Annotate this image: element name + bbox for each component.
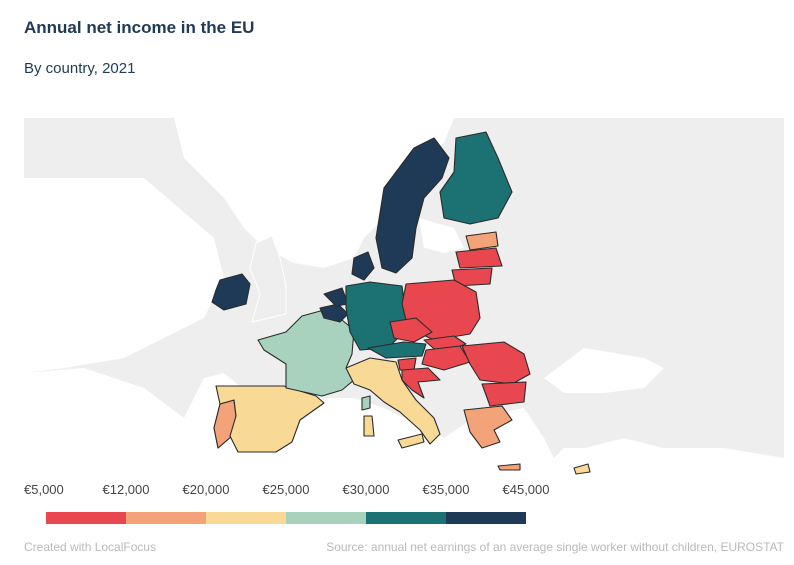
country-austria[interactable] — [367, 341, 427, 359]
country-finland[interactable] — [439, 131, 513, 225]
country-sweden[interactable] — [375, 137, 450, 274]
country-spain[interactable] — [215, 385, 325, 453]
country-hungary[interactable] — [421, 345, 471, 371]
country-ireland[interactable] — [211, 273, 251, 311]
country-denmark[interactable] — [351, 251, 375, 281]
legend-label: €25,000 — [262, 482, 310, 497]
source-note: Source: annual net earnings of an averag… — [326, 540, 784, 554]
country-corsica — [361, 395, 371, 411]
legend-swatch — [126, 512, 206, 524]
country-sicily — [397, 433, 425, 449]
legend-label: €20,000 — [182, 482, 230, 497]
legend-swatch — [366, 512, 446, 524]
country-czechia[interactable] — [389, 317, 433, 343]
country-bulgaria[interactable] — [481, 381, 527, 407]
chart-subtitle: By country, 2021 — [24, 60, 136, 77]
legend-label: €5,000 — [24, 482, 64, 497]
legend-label: €45,000 — [502, 482, 550, 497]
country-germany[interactable] — [345, 281, 407, 351]
color-legend: €5,000 €12,000 €20,000 €25,000 €30,000 €… — [24, 482, 584, 527]
legend-label: €35,000 — [422, 482, 470, 497]
credit-link[interactable]: Created with LocalFocus — [24, 540, 157, 554]
map-svg — [24, 118, 784, 522]
uk-shape — [249, 235, 287, 323]
country-slovenia[interactable] — [397, 357, 417, 371]
eu-countries — [211, 131, 591, 475]
sea — [24, 118, 784, 522]
country-romania[interactable] — [461, 341, 531, 385]
country-cyprus[interactable] — [573, 463, 591, 475]
europe-map — [24, 118, 784, 522]
country-italy[interactable] — [345, 357, 441, 445]
country-estonia[interactable] — [465, 231, 499, 251]
country-sardinia — [363, 415, 375, 437]
country-netherlands[interactable] — [323, 287, 349, 307]
country-greece[interactable] — [463, 405, 513, 449]
legend-label: €12,000 — [102, 482, 150, 497]
legend-swatches — [46, 512, 526, 524]
legend-swatch — [286, 512, 366, 524]
legend-label: €30,000 — [342, 482, 390, 497]
chart-title: Annual net income in the EU — [24, 18, 255, 37]
legend-swatch — [46, 512, 126, 524]
legend-swatch — [206, 512, 286, 524]
country-crete — [497, 463, 521, 471]
country-france[interactable] — [257, 309, 355, 397]
legend-swatch — [446, 512, 526, 524]
country-latvia[interactable] — [455, 247, 503, 269]
